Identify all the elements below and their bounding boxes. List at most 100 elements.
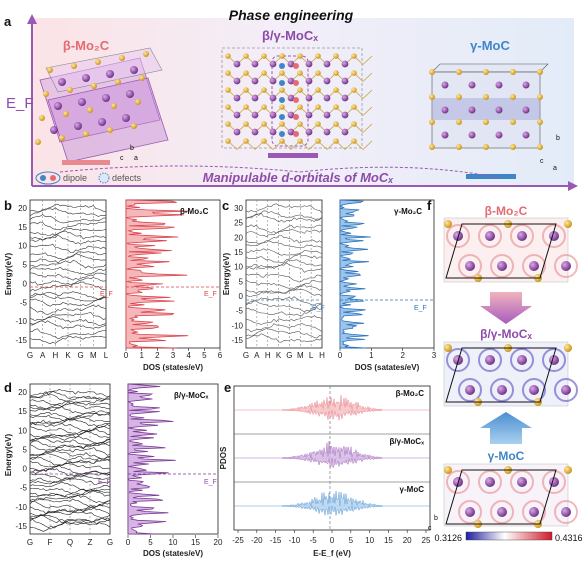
- y-tick-label: 15: [18, 223, 27, 232]
- k-point-label: H: [265, 351, 271, 360]
- gamma-phase-label: γ-MoC: [470, 38, 510, 53]
- beta-scale-bar: [62, 160, 110, 165]
- mo-atom: [233, 60, 241, 68]
- k-point-label: F: [48, 538, 53, 547]
- c-atom: [483, 94, 489, 100]
- k-point-label: Z: [88, 538, 93, 547]
- mixed-phase-label: β/γ-MoCₓ: [262, 28, 318, 43]
- y-tick-label: -10: [231, 321, 243, 330]
- band-line: [29, 489, 111, 499]
- mo-atom: [251, 77, 259, 85]
- mo-atom: [341, 128, 349, 136]
- c-atom: [297, 104, 303, 110]
- band-line: [246, 259, 322, 269]
- band-line: [245, 333, 323, 343]
- c-atom: [444, 344, 452, 352]
- mo-atom: [287, 94, 295, 102]
- band-line: [29, 400, 111, 410]
- c-atom: [261, 138, 267, 144]
- c-atom: [297, 70, 303, 76]
- c-atom: [510, 119, 516, 125]
- c-atom: [279, 53, 285, 59]
- mo-atom: [522, 131, 530, 139]
- dos-tick-label: 5: [148, 538, 153, 547]
- dos-tick-label: 10: [169, 538, 178, 547]
- mo-atom: [561, 507, 571, 517]
- mo-atom: [323, 111, 331, 119]
- mo-atom: [561, 385, 571, 395]
- c-atom: [537, 119, 543, 125]
- panel-f-axis-c: c: [428, 525, 432, 532]
- c-atom: [564, 466, 572, 474]
- dos-tick-label: 3: [171, 351, 176, 360]
- c-atom: [225, 138, 231, 144]
- beta-axis-c: c: [120, 155, 124, 162]
- band-line: [29, 437, 111, 447]
- c-atom: [225, 121, 231, 127]
- c-atom: [71, 63, 77, 69]
- y-tick-label: 30: [234, 204, 243, 213]
- band-line: [29, 390, 111, 401]
- mo-atom: [323, 77, 331, 85]
- c-atom: [510, 69, 516, 75]
- dipole-pos: [293, 63, 299, 69]
- band-line: [245, 279, 323, 290]
- panel-c-dos-ef: E_F: [414, 305, 427, 312]
- y-tick-label: 20: [234, 233, 243, 242]
- dipole-pos: [293, 131, 299, 137]
- mo-atom: [468, 131, 476, 139]
- panel-f-bottom-label: γ-MoC: [488, 449, 525, 463]
- mo-atom: [269, 128, 277, 136]
- dos-tick-label: 20: [214, 538, 223, 547]
- c-atom: [39, 115, 45, 121]
- mo-atom: [102, 94, 110, 102]
- elf-contour: [522, 500, 546, 524]
- bond: [362, 123, 373, 133]
- c-atom: [351, 87, 357, 93]
- mo-atom: [233, 77, 241, 85]
- mixed-crystal-structure: [221, 47, 373, 158]
- c-atom: [243, 70, 249, 76]
- c-atom: [537, 69, 543, 75]
- c-atom: [315, 104, 321, 110]
- panel-f-colorbar: [465, 531, 553, 541]
- pdos-trace: [281, 395, 383, 421]
- c-atom: [279, 138, 285, 144]
- mo-atom: [130, 66, 138, 74]
- dipole-neg: [279, 63, 285, 69]
- y-tick-label: 10: [18, 242, 27, 251]
- panel-f-top-label: β-Mo₂C: [485, 204, 528, 218]
- panel-a-x-arrow: [568, 181, 578, 191]
- panel-a-y-arrow: [27, 14, 37, 24]
- k-point-label: K: [276, 351, 282, 360]
- c-atom: [315, 53, 321, 59]
- mo-atom: [233, 111, 241, 119]
- elf-contour: [510, 224, 534, 248]
- mo-atom: [485, 477, 495, 487]
- gamma-axis-b: b: [556, 135, 560, 142]
- mo-atom: [305, 94, 313, 102]
- mo-atom: [485, 355, 495, 365]
- mo-atom: [269, 94, 277, 102]
- panel-a-letter: a: [4, 14, 12, 29]
- panel-f-cbar-min: 0.3126: [434, 533, 462, 543]
- c-atom: [115, 79, 121, 85]
- panel-d-ylabel: Energy(eV): [4, 434, 13, 477]
- bond: [362, 55, 373, 65]
- dos-tick-label: 2: [155, 351, 160, 360]
- y-tick-label: -15: [15, 336, 27, 345]
- c-atom: [297, 121, 303, 127]
- c-atom: [315, 87, 321, 93]
- band-line: [245, 212, 323, 223]
- band-line: [245, 210, 323, 221]
- mo-atom: [287, 111, 295, 119]
- c-atom: [351, 104, 357, 110]
- dos-tick-label: 3: [432, 351, 437, 360]
- panel-b-ef: E_F: [100, 291, 113, 298]
- c-atom: [315, 70, 321, 76]
- pdos-trace: [281, 441, 383, 469]
- y-tick-label: -5: [20, 298, 28, 307]
- pdos-tick-label: 0: [330, 536, 335, 545]
- pdos-tick-label: 25: [422, 536, 431, 545]
